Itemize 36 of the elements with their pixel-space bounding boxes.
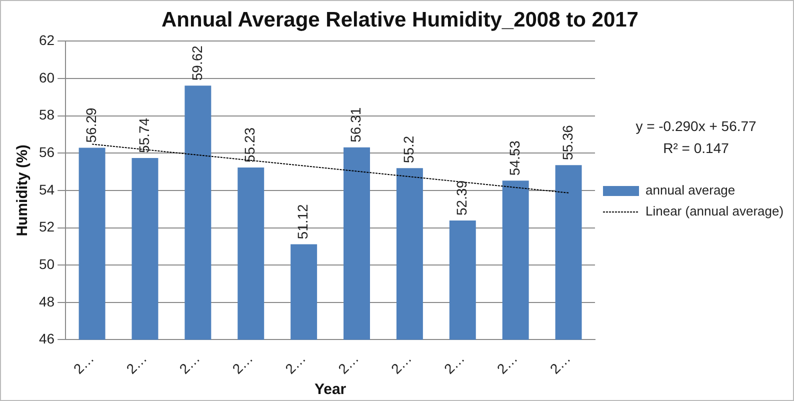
x-tick-label: 2… xyxy=(494,350,520,377)
data-label: 55.2 xyxy=(400,136,417,164)
x-tick-label: 2… xyxy=(70,350,97,377)
x-tick-label: 2… xyxy=(176,350,203,377)
data-label: 55.36 xyxy=(559,124,576,160)
y-tick-label: 58 xyxy=(38,106,55,123)
x-tick-label: 2… xyxy=(228,350,256,377)
data-label: 52.39 xyxy=(454,180,470,216)
y-tick-label: 56 xyxy=(38,144,55,160)
data-label: 55.74 xyxy=(136,118,152,153)
data-label: 51.12 xyxy=(294,204,311,240)
x-tick-label: 2… xyxy=(546,350,574,377)
data-label: 55.23 xyxy=(242,127,258,163)
y-tick-label: 46 xyxy=(38,330,55,347)
data-label: 56.31 xyxy=(348,107,364,142)
data-label: 54.53 xyxy=(506,140,522,176)
y-tick-label: 62 xyxy=(38,32,55,48)
text: R² = 0.147 xyxy=(663,140,730,156)
x-tick-label: 2… xyxy=(334,350,362,377)
chart-title: Annual Average Relative Humidity_2008 to 2017 xyxy=(162,8,638,32)
text: y = -0.290x + 56.77 xyxy=(636,118,757,134)
y-tick-label: 48 xyxy=(38,293,55,310)
y-tick-label: 50 xyxy=(38,256,55,272)
legend-label: annual average xyxy=(646,182,736,198)
x-tick-label: 2… xyxy=(123,350,150,377)
data-label: 56.29 xyxy=(82,107,99,143)
y-tick-label: 60 xyxy=(38,69,55,86)
x-tick-label: 2… xyxy=(282,350,309,377)
x-tick-label: 2… xyxy=(440,350,468,377)
x-axis-title: Year xyxy=(314,381,346,398)
x-tick-label: 2… xyxy=(388,350,415,377)
y-axis-title: Humidity (%) xyxy=(14,144,32,236)
y-tick-label: 54 xyxy=(38,181,55,198)
y-tick-label: 52 xyxy=(38,218,55,235)
legend-label: Linear (annual average) xyxy=(646,204,784,219)
data-label: 59.62 xyxy=(188,45,205,81)
